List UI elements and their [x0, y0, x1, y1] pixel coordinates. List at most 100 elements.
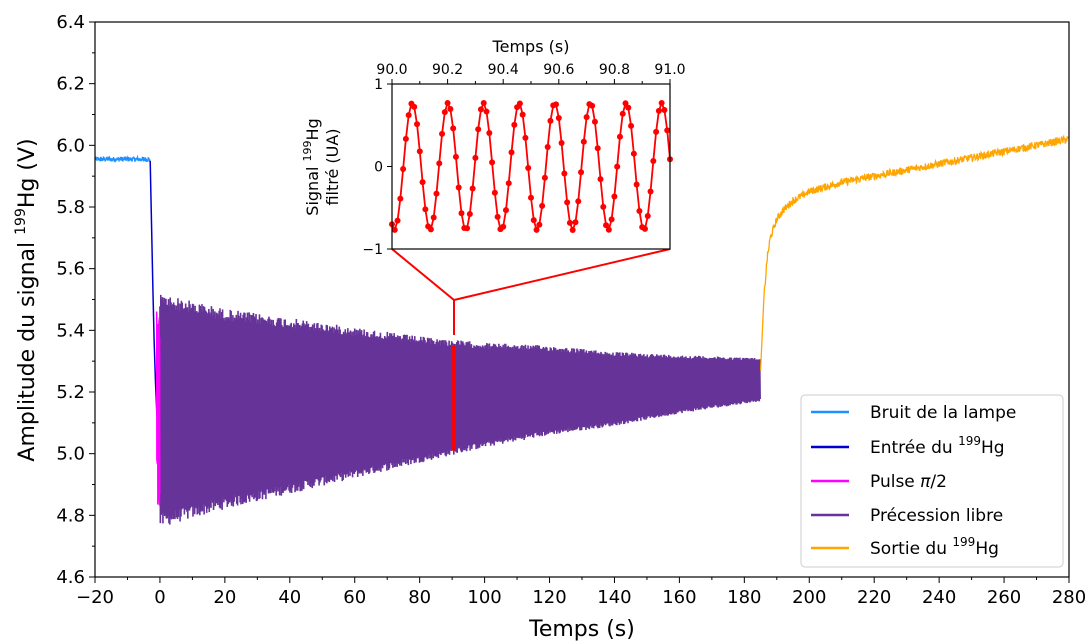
x-tick-label: 0	[154, 587, 165, 608]
inset-data-point	[597, 176, 604, 183]
x-tick-label: 140	[597, 587, 631, 608]
inset-data-point	[661, 107, 668, 114]
inset-data-point	[516, 100, 523, 107]
inset-data-point	[578, 169, 585, 176]
inset-x-tick-label: 90.2	[432, 62, 463, 78]
inset-data-point	[472, 154, 479, 161]
x-tick-label: 160	[662, 587, 696, 608]
inset-data-point	[589, 102, 596, 109]
inset-data-point	[636, 208, 643, 215]
inset-data-point	[466, 210, 473, 217]
zoom-connector-right	[453, 248, 671, 301]
y-axis-label: Amplitude du signal 199Hg (V)	[13, 138, 40, 461]
y-tick-label: 5.6	[56, 259, 85, 280]
inset-data-point	[530, 217, 537, 224]
inset-data-point	[458, 210, 465, 217]
zoom-connector-left	[391, 248, 455, 301]
inset-data-point	[475, 126, 482, 133]
inset-data-point	[500, 223, 507, 230]
series-free-precession	[159, 294, 761, 525]
inset-data-point	[427, 226, 434, 233]
inset-data-point	[650, 158, 657, 165]
inset-data-point	[619, 110, 626, 117]
y-tick-label: 4.6	[56, 567, 85, 588]
inset-data-point	[525, 164, 532, 171]
inset-data-point	[522, 134, 529, 141]
inset-data-point	[628, 122, 635, 129]
inset-x-tick-label: 90.4	[488, 62, 519, 78]
legend-label-hg-entry: Entrée du 199Hg	[870, 434, 1005, 458]
legend-box	[800, 394, 1064, 568]
inset-data-point	[450, 125, 457, 132]
x-tick-label: 240	[922, 587, 956, 608]
x-tick-label: 260	[987, 587, 1021, 608]
y-tick-label: 6.0	[56, 135, 85, 156]
series-free-precession-trace	[159, 294, 761, 525]
inset-data-point	[469, 185, 476, 192]
inset-data-point	[641, 225, 648, 232]
inset-y-tick-label: 0	[374, 160, 383, 176]
y-tick-label: 5.8	[56, 197, 85, 218]
inset-data-point	[452, 153, 459, 160]
inset-data-point	[519, 111, 526, 118]
legend: Bruit de la lampe Entrée du 199Hg Pulse …	[800, 394, 1064, 568]
x-tick-label: 80	[408, 587, 431, 608]
inset-data-point	[591, 118, 598, 125]
inset-data-point	[553, 101, 560, 108]
inset-data-point	[430, 214, 437, 221]
inset-data-point	[536, 221, 543, 228]
inset-data-point	[441, 109, 448, 116]
inset-y-axis-label-line2: filtré (UA)	[323, 128, 342, 205]
inset-data-point	[539, 202, 546, 209]
legend-label-hg-exit: Sortie du 199Hg	[870, 535, 999, 559]
x-tick-label: 220	[857, 587, 891, 608]
inset-data-point	[541, 174, 548, 181]
inset-data-point	[394, 217, 401, 224]
inset-data-point	[603, 222, 610, 229]
inset-data-point	[477, 106, 484, 113]
inset-x-tick-label: 90.0	[376, 62, 407, 78]
inset-data-point	[655, 107, 662, 114]
inset-data-point	[422, 206, 429, 213]
inset-data-point	[416, 148, 423, 155]
y-tick-label: 5.2	[56, 382, 85, 403]
inset-x-tick-label: 91.0	[654, 62, 685, 78]
inset-data-point	[480, 100, 487, 107]
inset-data-point	[411, 103, 418, 110]
inset-data-point	[489, 159, 496, 166]
inset-data-point	[608, 216, 615, 223]
inset-data-point	[664, 127, 671, 134]
inset-data-point	[444, 100, 451, 107]
inset-data-point	[625, 104, 632, 111]
series-pulse	[155, 311, 161, 506]
inset-data-point	[561, 170, 568, 177]
inset-data-point	[414, 121, 421, 128]
y-tick-label: 6.2	[56, 74, 85, 95]
inset-data-point	[400, 166, 407, 173]
x-tick-label: 180	[727, 587, 761, 608]
main-ticks: −20 0 20 40 60 80 100 120 140 160 180 200 220 240 260 2…	[56, 12, 1086, 608]
inset-data-point	[622, 100, 629, 107]
inset-data-point	[505, 180, 512, 187]
inset-data-point	[419, 179, 426, 186]
inset-data-point	[483, 108, 490, 115]
inset-data-point	[564, 199, 571, 206]
inset-data-point	[502, 207, 509, 214]
inset-y-axis-label: Signal 199Hg	[301, 118, 322, 215]
x-tick-label: 100	[467, 587, 501, 608]
inset-data-point	[555, 114, 562, 121]
series-hg-exit	[759, 134, 1070, 371]
y-tick-label: 5.4	[56, 320, 85, 341]
x-tick-label: 280	[1052, 587, 1086, 608]
inset-data-point	[511, 121, 518, 128]
inset-x-axis-label: Temps (s)	[492, 37, 570, 56]
inset-data-point	[616, 133, 623, 140]
inset-data-point	[397, 195, 404, 202]
inset-data-point	[605, 226, 612, 233]
main-plot-data	[94, 134, 1070, 525]
legend-label-pulse: Pulse π/2	[870, 472, 947, 492]
legend-label-lamp-noise: Bruit de la lampe	[870, 403, 1016, 423]
inset-data-point	[544, 143, 551, 150]
inset-x-tick-label: 90.6	[543, 62, 574, 78]
x-tick-label: −20	[76, 587, 114, 608]
